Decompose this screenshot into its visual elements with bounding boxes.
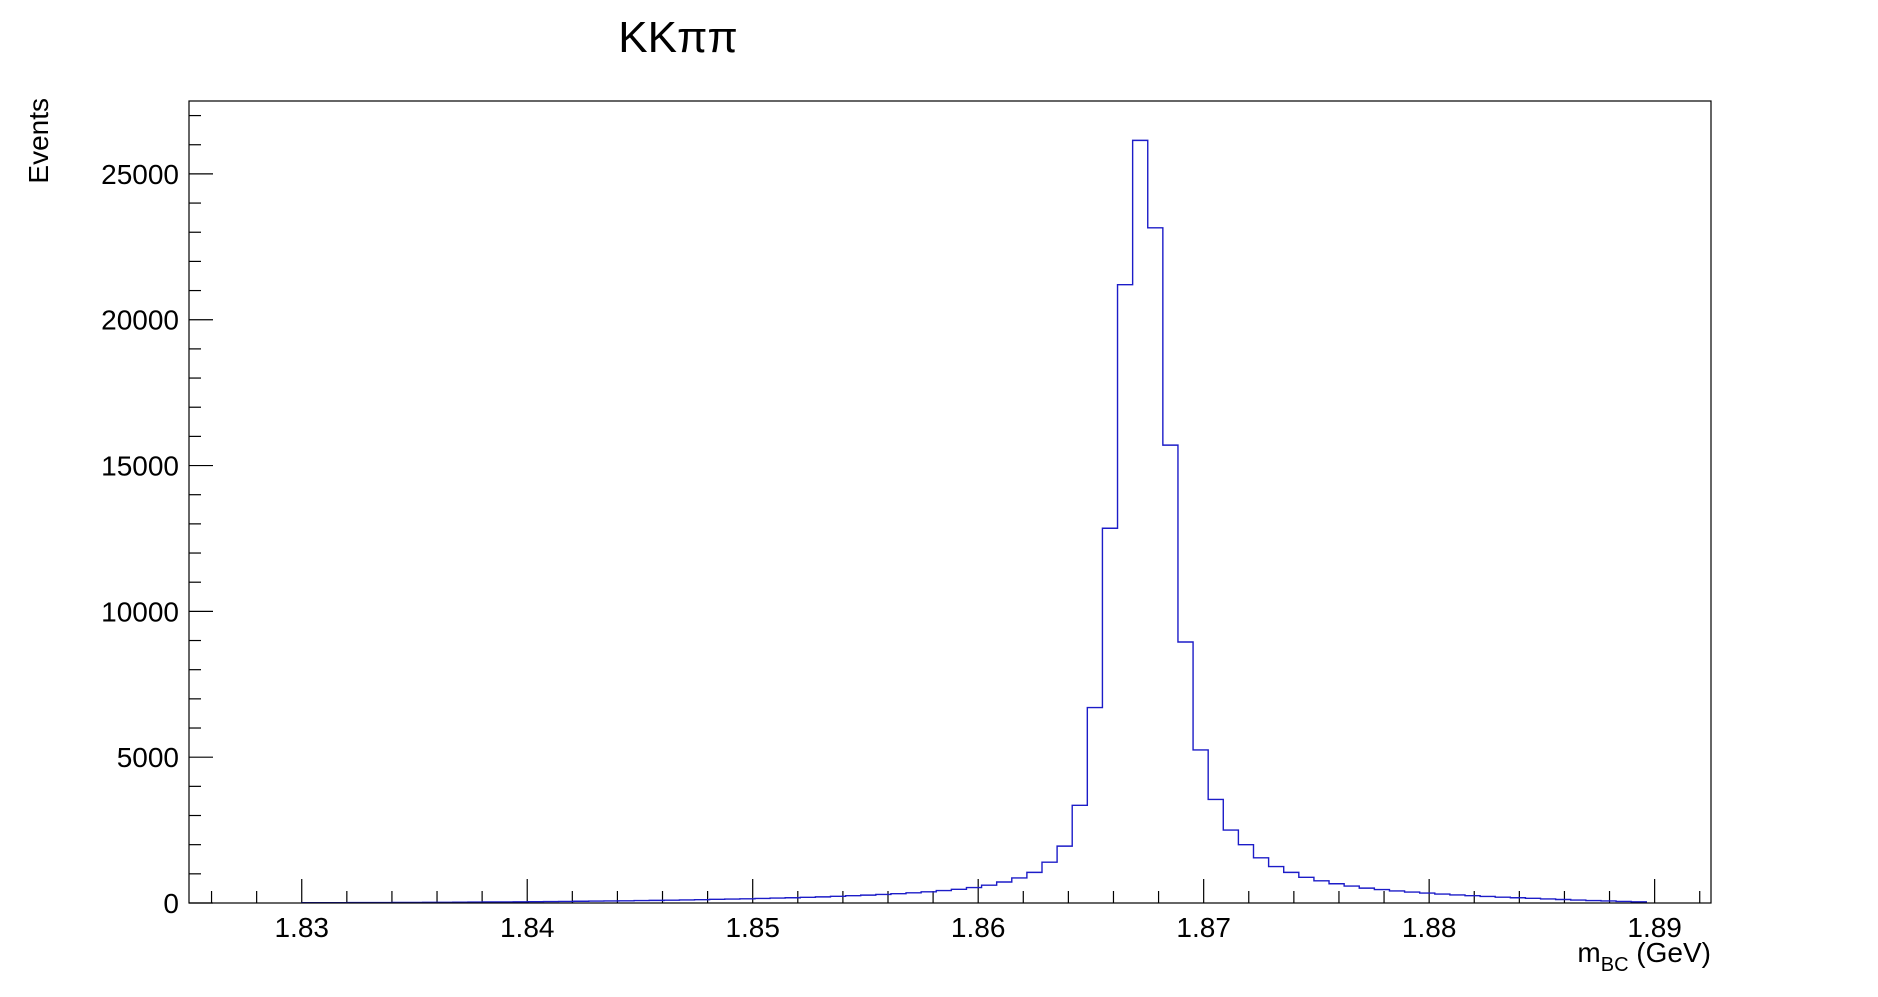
x-tick-label: 1.86 [951,912,1006,943]
x-tick-label: 1.89 [1627,912,1682,943]
histogram-series-line [301,139,1647,904]
axis-ticks [189,114,1701,904]
y-tick-label: 20000 [101,305,179,336]
x-axis-label-main: m [1577,937,1600,968]
x-axis-label-unit: (GeV) [1629,937,1711,968]
y-tick-label: 15000 [101,451,179,482]
x-axis-label-sub: BC [1601,954,1629,976]
y-tick-label: 10000 [101,596,179,627]
x-axis-label: mBC (GeV) [1577,937,1711,976]
chart-title: KKππ [618,13,737,62]
x-tick-label: 1.88 [1402,912,1457,943]
plot-frame [188,100,1712,904]
y-tick-label: 25000 [101,159,179,190]
axis-tick-labels: 0 5000 10000 15000 20000 25000 1.83 1.84 1.85 1.8… [101,159,1682,943]
x-tick-label: 1.85 [725,912,780,943]
y-axis-label: Events [23,98,54,184]
x-tick-label: 1.84 [500,912,555,943]
y-tick-label: 0 [163,888,179,919]
x-tick-label: 1.83 [274,912,329,943]
y-tick-label: 5000 [117,742,179,773]
x-tick-label: 1.87 [1176,912,1231,943]
